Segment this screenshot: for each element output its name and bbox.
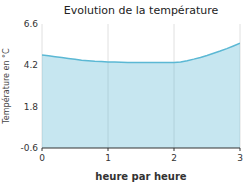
plot-area [42,43,240,148]
title: Evolution de la température [64,4,219,17]
area [42,43,240,148]
y-axis-label: Température en °C [1,48,11,125]
y-tick-label: 6.6 [24,19,39,29]
line [42,43,240,62]
x-tick [174,148,175,151]
x-axis [42,148,240,149]
x-axis-label: heure par heure [95,171,186,182]
chart: 0 1 2 3 -0.6 1.8 4.2 6.6 Evolution de la tempéra… [0,0,250,188]
x-tick [240,148,241,151]
y-tick-label: 4.2 [24,60,38,70]
y-tick-label: -0.6 [20,143,38,153]
x-tick-label: 1 [105,153,111,163]
x-tick-label: 0 [39,153,45,163]
y-tick-label: 1.8 [24,102,39,112]
x-tick [108,148,109,151]
x-tick-label: 3 [237,153,243,163]
x-tick-label: 2 [171,153,177,163]
x-tick [42,148,43,151]
